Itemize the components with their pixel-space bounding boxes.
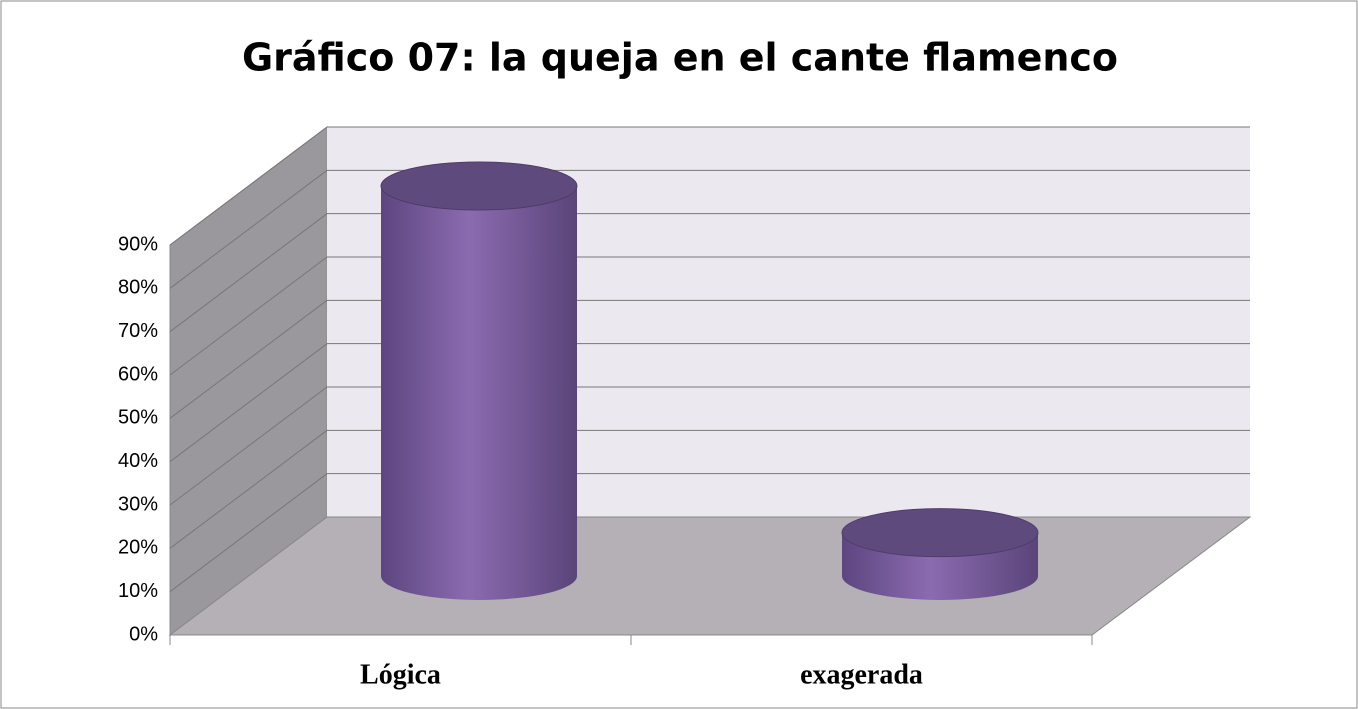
y-tick-label: 0%: [129, 623, 158, 645]
bar-top: [380, 161, 578, 211]
y-tick-label: 90%: [118, 233, 158, 255]
y-tick-label: 80%: [118, 277, 158, 299]
grid-line: [169, 473, 328, 593]
bar: [381, 186, 577, 600]
grid-line: [169, 429, 328, 549]
grid-line: [169, 343, 328, 463]
grid-line: [169, 299, 328, 419]
floor: [168, 516, 1252, 636]
y-tick-label: 50%: [118, 407, 158, 429]
y-tick-label: 70%: [118, 320, 158, 342]
x-tick-label: Lógica: [360, 659, 441, 690]
y-tick-label: 60%: [118, 363, 158, 385]
bar-top: [841, 508, 1039, 558]
y-tick-label: 20%: [118, 537, 158, 559]
grid-line: [169, 169, 328, 289]
chart-title: Gráfico 07: la queja en el cante flamenc…: [242, 36, 1118, 80]
grid-line: [169, 213, 328, 333]
y-tick-label: 30%: [118, 493, 158, 515]
grid-line: [169, 126, 328, 246]
x-tick-label: exagerada: [800, 659, 923, 690]
grid-line: [169, 386, 328, 506]
y-tick-label: 10%: [118, 580, 158, 602]
y-tick-label: 40%: [118, 450, 158, 472]
grid-line: [169, 256, 328, 376]
